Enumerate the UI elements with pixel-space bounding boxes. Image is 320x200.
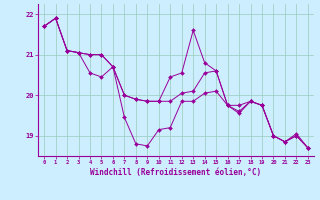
X-axis label: Windchill (Refroidissement éolien,°C): Windchill (Refroidissement éolien,°C)	[91, 168, 261, 177]
